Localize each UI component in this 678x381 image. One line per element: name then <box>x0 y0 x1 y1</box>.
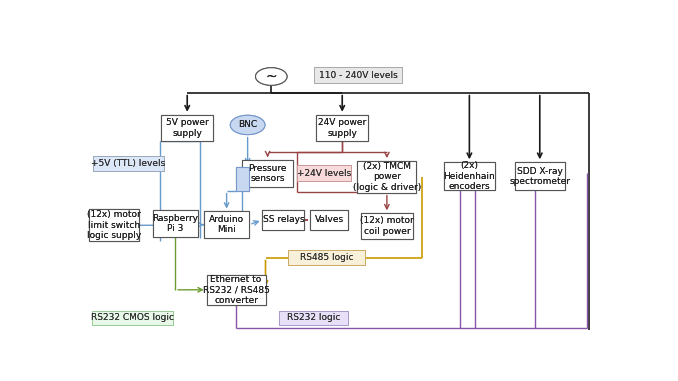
Text: ~: ~ <box>266 69 277 83</box>
FancyBboxPatch shape <box>310 210 348 230</box>
Text: 24V power
supply: 24V power supply <box>318 118 366 138</box>
FancyBboxPatch shape <box>92 311 172 325</box>
FancyBboxPatch shape <box>262 210 304 230</box>
FancyBboxPatch shape <box>515 162 565 190</box>
FancyBboxPatch shape <box>153 210 198 237</box>
Text: +5V (TTL) levels: +5V (TTL) levels <box>92 159 165 168</box>
Text: Valves: Valves <box>315 216 344 224</box>
Text: 110 - 240V levels: 110 - 240V levels <box>319 70 397 80</box>
FancyBboxPatch shape <box>357 161 416 193</box>
Text: BNC: BNC <box>238 120 257 130</box>
Text: RS232 logic: RS232 logic <box>287 314 340 322</box>
FancyBboxPatch shape <box>93 156 164 171</box>
Text: Pressure
sensors: Pressure sensors <box>248 163 287 183</box>
Text: (2x)
Heidenhain
encoders: (2x) Heidenhain encoders <box>443 162 495 191</box>
FancyBboxPatch shape <box>444 162 495 190</box>
FancyBboxPatch shape <box>310 210 348 230</box>
FancyBboxPatch shape <box>235 167 250 190</box>
Text: (2x)
Heidenhain
encoders: (2x) Heidenhain encoders <box>443 162 495 191</box>
Text: Arduino
Mini: Arduino Mini <box>209 215 244 234</box>
FancyBboxPatch shape <box>315 67 401 83</box>
FancyBboxPatch shape <box>288 250 365 265</box>
Circle shape <box>231 115 265 134</box>
FancyBboxPatch shape <box>316 115 369 141</box>
FancyBboxPatch shape <box>297 165 351 181</box>
FancyBboxPatch shape <box>297 165 351 181</box>
Circle shape <box>256 68 287 85</box>
FancyBboxPatch shape <box>89 210 140 241</box>
Text: Raspberry
Pi 3: Raspberry Pi 3 <box>152 214 198 233</box>
Text: (2x) TMCM
power
(logic & driver): (2x) TMCM power (logic & driver) <box>353 162 421 192</box>
Text: SS relays: SS relays <box>262 216 304 224</box>
Text: RS232 CMOS logic: RS232 CMOS logic <box>91 314 174 322</box>
FancyBboxPatch shape <box>262 210 304 230</box>
FancyBboxPatch shape <box>92 311 172 325</box>
FancyBboxPatch shape <box>243 160 293 187</box>
FancyBboxPatch shape <box>316 115 369 141</box>
Text: (12x) motor
limit switch
logic supply: (12x) motor limit switch logic supply <box>87 210 141 240</box>
Text: RS485 logic: RS485 logic <box>300 253 353 262</box>
Text: 110 - 240V levels: 110 - 240V levels <box>319 70 397 80</box>
FancyBboxPatch shape <box>204 211 250 238</box>
FancyBboxPatch shape <box>207 275 266 305</box>
FancyBboxPatch shape <box>161 115 214 141</box>
Text: 24V power
supply: 24V power supply <box>318 118 366 138</box>
FancyBboxPatch shape <box>315 67 401 83</box>
Text: +24V levels: +24V levels <box>297 169 351 178</box>
FancyBboxPatch shape <box>515 162 565 190</box>
FancyBboxPatch shape <box>89 210 140 241</box>
FancyBboxPatch shape <box>279 311 348 325</box>
FancyBboxPatch shape <box>204 211 250 238</box>
FancyBboxPatch shape <box>357 161 416 193</box>
Text: SS relays: SS relays <box>262 216 304 224</box>
FancyBboxPatch shape <box>207 275 266 305</box>
Text: Ethernet to
RS232 / RS485
converter: Ethernet to RS232 / RS485 converter <box>203 275 270 305</box>
Text: 5V power
supply: 5V power supply <box>166 118 209 138</box>
Text: SDD X-ray
spectrometer: SDD X-ray spectrometer <box>509 166 570 186</box>
Text: Arduino
Mini: Arduino Mini <box>209 215 244 234</box>
Text: (12x) motor
coil power: (12x) motor coil power <box>360 216 414 236</box>
Text: +5V (TTL) levels: +5V (TTL) levels <box>92 159 165 168</box>
Circle shape <box>231 115 265 134</box>
Text: RS232 logic: RS232 logic <box>287 314 340 322</box>
FancyBboxPatch shape <box>279 311 348 325</box>
Text: RS485 logic: RS485 logic <box>300 253 353 262</box>
Text: Valves: Valves <box>315 216 344 224</box>
Text: Ethernet to
RS232 / RS485
converter: Ethernet to RS232 / RS485 converter <box>203 275 270 305</box>
FancyBboxPatch shape <box>161 115 214 141</box>
Text: BNC: BNC <box>238 120 257 130</box>
FancyBboxPatch shape <box>93 156 164 171</box>
Text: Pressure
sensors: Pressure sensors <box>248 163 287 183</box>
FancyBboxPatch shape <box>235 167 250 190</box>
Text: Raspberry
Pi 3: Raspberry Pi 3 <box>152 214 198 233</box>
Text: SDD X-ray
spectrometer: SDD X-ray spectrometer <box>509 166 570 186</box>
Text: RS232 CMOS logic: RS232 CMOS logic <box>91 314 174 322</box>
FancyBboxPatch shape <box>361 213 413 239</box>
FancyBboxPatch shape <box>444 162 495 190</box>
FancyBboxPatch shape <box>361 213 413 239</box>
Text: (2x) TMCM
power
(logic & driver): (2x) TMCM power (logic & driver) <box>353 162 421 192</box>
Text: ~: ~ <box>266 69 277 83</box>
Text: (12x) motor
limit switch
logic supply: (12x) motor limit switch logic supply <box>87 210 141 240</box>
Text: +24V levels: +24V levels <box>297 169 351 178</box>
Circle shape <box>256 68 287 85</box>
FancyBboxPatch shape <box>288 250 365 265</box>
FancyBboxPatch shape <box>243 160 293 187</box>
FancyBboxPatch shape <box>153 210 198 237</box>
Text: (12x) motor
coil power: (12x) motor coil power <box>360 216 414 236</box>
Text: 5V power
supply: 5V power supply <box>166 118 209 138</box>
